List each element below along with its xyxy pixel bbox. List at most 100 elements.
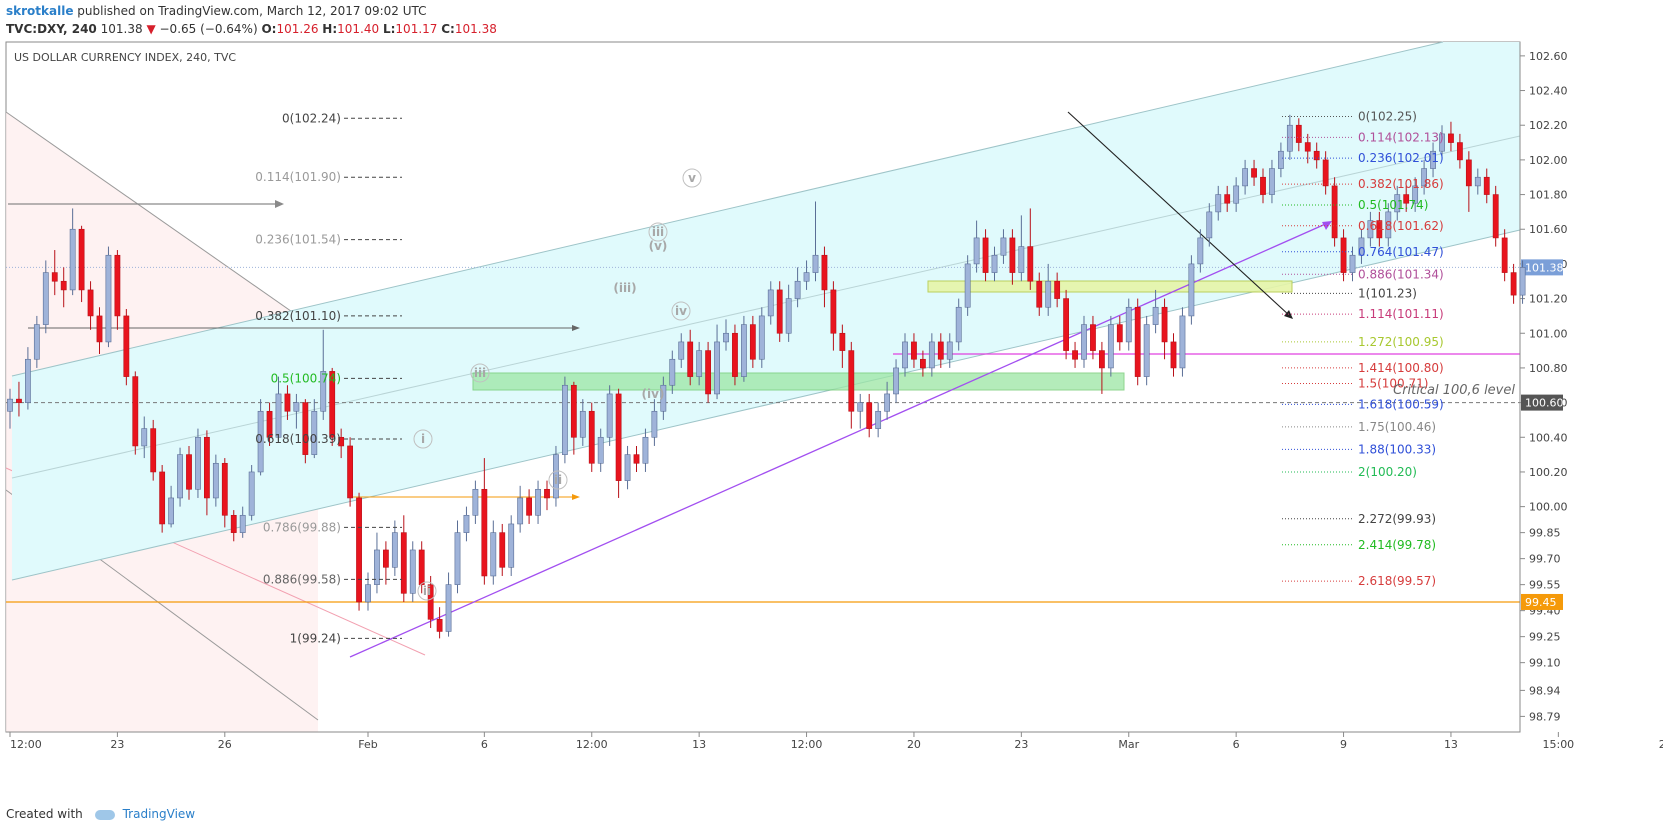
candle-body — [848, 350, 855, 412]
candle-body — [159, 471, 166, 525]
x-tick-label: 6 — [481, 738, 488, 751]
candle-body — [1233, 185, 1240, 204]
candle-body — [651, 410, 658, 438]
symbol: TVC:DXY, 240 — [6, 22, 97, 36]
candle-body — [1116, 324, 1123, 343]
candle-body — [472, 488, 479, 516]
wave-label: iv — [675, 304, 687, 318]
candle-body — [1134, 306, 1141, 377]
candle-body — [946, 341, 953, 360]
candle-body — [69, 228, 76, 291]
wave-label-circle — [682, 168, 702, 188]
candle-body — [1152, 306, 1159, 325]
wave-label: iii — [652, 225, 664, 239]
candle-body — [1045, 280, 1052, 308]
x-tick-label: 20 — [907, 738, 921, 751]
y-tick-label: 99.85 — [1529, 527, 1561, 540]
candle-body — [642, 436, 649, 464]
fib-right-label: 2.414(99.78) — [1358, 538, 1436, 552]
wave-label: (iii) — [613, 281, 636, 295]
candle-body — [678, 341, 685, 360]
x-tick-label: 26 — [218, 738, 232, 751]
descending-channel-top — [5, 111, 319, 331]
candle-body — [570, 384, 577, 438]
candle-body — [177, 454, 183, 499]
candle-body — [1412, 185, 1419, 204]
candle-body — [114, 254, 121, 317]
candle-body — [535, 488, 541, 516]
fib-right-label: 0(102.25) — [1358, 110, 1417, 124]
published-text: published on TradingView.com, March 12, … — [77, 4, 427, 18]
fib-right-label: 2.618(99.57) — [1358, 574, 1436, 588]
y-tick-label: 101.20 — [1529, 293, 1568, 306]
fib-right-label: 0.618(101.62) — [1358, 219, 1444, 233]
x-tick-label: Mar — [1118, 738, 1139, 751]
fib-right-label: 0.764(101.47) — [1358, 245, 1444, 259]
y-tick-label: 102.60 — [1529, 50, 1568, 63]
candle-body — [1072, 350, 1078, 360]
x-tick-label: Feb — [358, 738, 377, 751]
x-tick-label: 23 — [110, 738, 124, 751]
fib-right-label: 0.886(101.34) — [1358, 267, 1444, 281]
down-arrow-icon: ▼ — [146, 22, 156, 36]
candle-body — [776, 289, 783, 334]
y-tick-label: 99.10 — [1529, 657, 1561, 670]
grey-arrowhead — [275, 200, 284, 208]
x-tick-label: 20 — [1659, 738, 1663, 751]
wave-label: ii — [554, 473, 562, 487]
candle-body — [1188, 263, 1195, 317]
candle-body — [1278, 150, 1284, 169]
rising-channel — [12, 42, 1520, 580]
candle-body — [982, 237, 989, 273]
candle-body — [374, 549, 380, 585]
candle-body — [544, 488, 550, 499]
candle-body — [785, 298, 792, 334]
candle-body — [436, 619, 443, 632]
candle-body — [1448, 133, 1454, 143]
y-tick-label: 98.94 — [1529, 684, 1561, 697]
candle-body — [723, 332, 729, 343]
candle-body — [1018, 246, 1025, 273]
candle-body — [1474, 176, 1481, 187]
rising-channel-top — [11, 41, 1444, 377]
candle-body — [1286, 124, 1293, 152]
fib-right-label: 1(101.23) — [1358, 286, 1417, 300]
support-zone-green — [472, 372, 1125, 391]
created-with-label: Created with — [6, 807, 83, 821]
fib-right-label: 1.75(100.46) — [1358, 420, 1436, 434]
y-tick-label: 100.80 — [1529, 362, 1568, 375]
high-label: H: — [322, 22, 338, 36]
candle-body — [24, 358, 31, 403]
author-link[interactable]: skrotkalle — [6, 4, 74, 18]
y-tick-label: 100.40 — [1529, 431, 1568, 444]
fib-right-label: 2.272(99.93) — [1358, 512, 1436, 526]
y-tick-label: 102.20 — [1529, 119, 1568, 132]
candle-body — [463, 514, 470, 533]
candle-body — [1295, 124, 1302, 143]
candle-body — [1501, 237, 1508, 273]
fib-right-label: 1.88(100.33) — [1358, 442, 1436, 456]
price-tag — [1521, 593, 1563, 610]
y-tick-label: 100.00 — [1529, 501, 1568, 514]
candle-body — [1125, 306, 1132, 343]
candle-body — [123, 315, 130, 377]
x-tick-label: 6 — [1233, 738, 1240, 751]
candle-body — [579, 410, 586, 438]
candle-body — [839, 332, 846, 351]
candle-body — [302, 402, 309, 455]
x-tick-label: 9 — [1340, 738, 1347, 751]
y-tick-label: 101.80 — [1529, 189, 1568, 202]
fib-right-label: 0.236(102.01) — [1358, 151, 1444, 165]
candle-body — [1331, 185, 1338, 239]
candle-body — [266, 410, 273, 438]
fib-right-label: 2(100.20) — [1358, 465, 1417, 479]
candle-body — [696, 350, 703, 377]
candle-body — [1340, 237, 1347, 273]
candle-body — [866, 402, 873, 429]
tradingview-link[interactable]: TradingView — [122, 807, 196, 821]
candle-body — [588, 410, 595, 464]
candle-body — [365, 584, 371, 603]
candle-body — [830, 289, 837, 334]
candle-body — [1054, 280, 1061, 299]
